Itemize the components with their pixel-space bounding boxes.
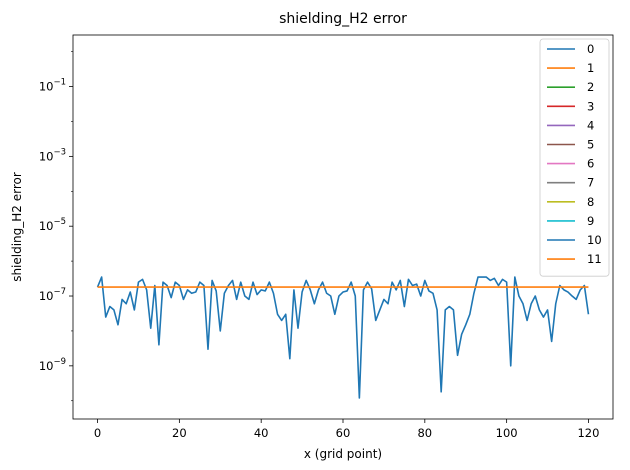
- legend-label-11: 11: [587, 252, 602, 266]
- y-axis: 10−9 10−7 10−5 10−3 10−1: [39, 51, 73, 402]
- legend-label-2: 2: [587, 80, 594, 94]
- x-tick-label: 100: [496, 426, 518, 440]
- y-tick-label: 10−7: [39, 287, 66, 303]
- legend-box: [539, 38, 610, 277]
- x-tick-label: 20: [172, 426, 187, 440]
- y-tick-label: 10−1: [39, 78, 66, 94]
- legend: 0 1 2 3 4 5 6 7 8 9 10 11: [539, 38, 610, 277]
- x-tick-label: 40: [254, 426, 269, 440]
- y-tick-label: 10−5: [39, 217, 66, 233]
- y-tick-label: 10−3: [39, 147, 66, 163]
- legend-label-6: 6: [587, 157, 594, 171]
- y-axis-label: shielding_H2 error: [10, 172, 24, 282]
- legend-label-5: 5: [587, 138, 594, 152]
- x-axis-label: x (grid point): [304, 447, 382, 461]
- legend-label-4: 4: [587, 118, 594, 132]
- legend-label-8: 8: [587, 195, 594, 209]
- legend-label-1: 1: [587, 61, 594, 75]
- legend-label-10: 10: [587, 233, 602, 247]
- legend-label-9: 9: [587, 214, 594, 228]
- x-tick-label: 0: [94, 426, 101, 440]
- legend-label-7: 7: [587, 176, 594, 190]
- legend-label-0: 0: [587, 42, 594, 56]
- y-tick-label: 10−9: [39, 357, 66, 373]
- legend-label-3: 3: [587, 99, 594, 113]
- x-axis: 0 20 40 60 80 100 120: [94, 419, 599, 440]
- series-layer: [96, 276, 590, 399]
- x-tick-label: 120: [577, 426, 599, 440]
- series-line-10: [96, 276, 590, 399]
- x-tick-label: 80: [417, 426, 432, 440]
- x-tick-label: 60: [336, 426, 351, 440]
- plot-frame: [72, 34, 614, 420]
- chart-title: shielding_H2 error: [279, 11, 407, 27]
